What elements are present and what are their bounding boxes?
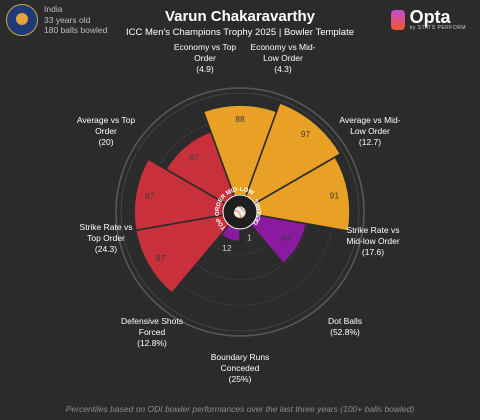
player-country: India xyxy=(44,4,63,14)
category-value: (4.3) xyxy=(274,64,292,74)
opta-logo-icon xyxy=(390,10,405,30)
spoke xyxy=(245,99,282,197)
category-label-5: Dot Balls (52.8%) xyxy=(290,316,400,338)
outer-ring xyxy=(115,87,365,337)
value-label-4: 91 xyxy=(330,190,340,200)
value-label-1: 67 xyxy=(189,152,199,162)
value-label-6: 1 xyxy=(247,232,252,242)
value-label-3: 97 xyxy=(301,129,311,139)
category-name: Boundary Runs Conceded xyxy=(210,352,270,373)
spoke xyxy=(136,151,226,205)
category-value: (4.9) xyxy=(196,64,214,74)
footer-note: Percentiles based on ODI bowler performa… xyxy=(65,404,415,414)
spoke xyxy=(254,151,344,205)
value-label-8: 87 xyxy=(156,253,166,263)
value-label-5: 49 xyxy=(281,233,291,243)
category-label-6: Boundary Runs Conceded (25%) xyxy=(185,352,295,385)
player-header: India 33 years old 180 balls bowled xyxy=(6,4,107,36)
center-hub xyxy=(222,194,258,230)
value-label-2: 88 xyxy=(235,114,245,124)
category-value: (12.7) xyxy=(358,137,382,147)
brand-sub: by STATS PERFORM xyxy=(409,25,466,31)
player-meta: India 33 years old 180 balls bowled xyxy=(44,4,107,36)
player-age: 33 years old xyxy=(44,14,91,25)
category-label-7: Defensive Shots Forced (12.8%) xyxy=(97,316,207,349)
spoke xyxy=(162,224,230,304)
team-crest-icon xyxy=(6,4,38,36)
player-balls: 180 balls bowled xyxy=(44,25,108,35)
category-name: Average vs Top Order xyxy=(76,115,136,136)
brand-name: Opta xyxy=(409,7,451,27)
spoke xyxy=(250,224,318,304)
category-label-3: Average vs Mid- Low Order (12.7) xyxy=(315,115,425,148)
category-name: Strike Rate vs Mid-low Order xyxy=(346,225,400,246)
category-name: Economy vs Top Order xyxy=(173,42,237,63)
title-block: Varun Chakaravarthy ICC Men's Champions … xyxy=(0,8,480,38)
category-label-4: Strike Rate vs Mid-low Order (17.6) xyxy=(318,225,428,258)
center-label-2: MID-LOW xyxy=(225,187,255,197)
category-name: Strike Rate vs Top Order xyxy=(79,222,133,243)
spoke xyxy=(122,214,224,234)
category-name: Average vs Mid- Low Order xyxy=(339,115,401,136)
bowler-icon: ⚾ xyxy=(232,205,247,219)
category-value: (17.6) xyxy=(361,247,385,257)
category-label-8: Strike Rate vs Top Order (24.3) xyxy=(51,222,161,255)
value-label-9: 87 xyxy=(145,191,155,201)
category-label-9: Average vs Top Order (20) xyxy=(51,115,161,148)
center-label-3: GENERAL xyxy=(253,197,263,227)
category-label-1: Economy vs Top Order (4.9) xyxy=(150,42,260,75)
category-value: (24.3) xyxy=(94,244,118,254)
category-value: (52.8%) xyxy=(330,327,360,337)
category-name: Dot Balls xyxy=(327,316,362,326)
value-label-7: 12 xyxy=(222,243,232,253)
category-value: (20) xyxy=(98,137,114,147)
spoke xyxy=(256,214,358,234)
category-value: (12.8%) xyxy=(137,338,167,348)
spoke xyxy=(198,99,235,197)
category-label-2: Economy vs Mid- Low Order (4.3) xyxy=(228,42,338,75)
brand-logo: Opta by STATS PERFORM xyxy=(390,7,466,31)
category-value: (25%) xyxy=(228,374,252,384)
category-name: Defensive Shots Forced xyxy=(121,316,183,337)
chart-title: Varun Chakaravarthy xyxy=(164,8,316,25)
chart-subtitle: ICC Men's Champions Trophy 2025 | Bowler… xyxy=(126,27,354,38)
category-name: Economy vs Mid- Low Order xyxy=(250,42,316,63)
